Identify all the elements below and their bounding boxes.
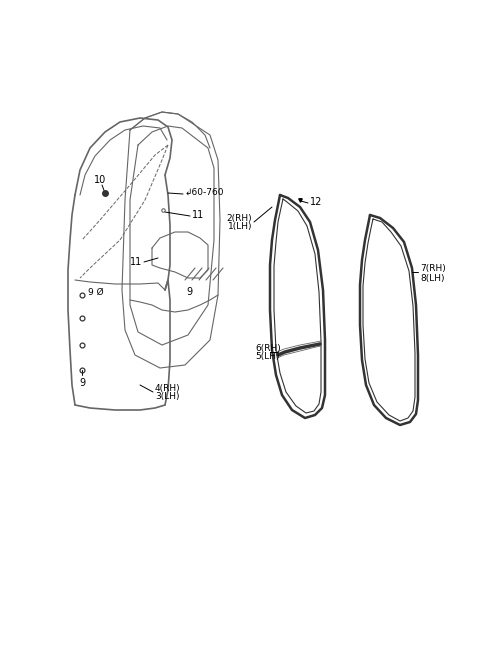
Text: 4(RH): 4(RH) <box>155 384 180 392</box>
Text: ↲60-760: ↲60-760 <box>185 188 225 197</box>
Text: 10: 10 <box>94 175 106 185</box>
Text: 12: 12 <box>310 197 323 207</box>
Text: 6(RH): 6(RH) <box>255 344 281 352</box>
Text: 11: 11 <box>192 210 204 220</box>
Text: 9 Ø: 9 Ø <box>88 287 104 297</box>
Text: 9: 9 <box>79 378 85 388</box>
Text: 11: 11 <box>130 257 142 267</box>
Text: 1(LH): 1(LH) <box>228 222 252 232</box>
Text: 9: 9 <box>186 287 192 297</box>
Text: 7(RH): 7(RH) <box>420 264 446 272</box>
Text: 2(RH): 2(RH) <box>227 213 252 222</box>
Text: 5(LH): 5(LH) <box>255 352 279 361</box>
Text: 8(LH): 8(LH) <box>420 274 444 283</box>
Text: 3(LH): 3(LH) <box>155 392 180 401</box>
